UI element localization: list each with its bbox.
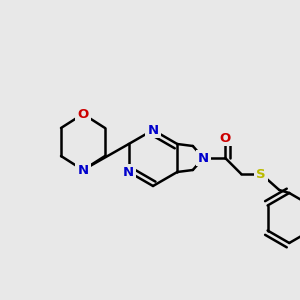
Text: O: O [220, 131, 231, 145]
Text: O: O [77, 107, 88, 121]
Text: S: S [256, 167, 266, 181]
Text: N: N [77, 164, 88, 176]
Text: N: N [198, 152, 209, 164]
Text: N: N [123, 166, 134, 178]
Text: N: N [147, 124, 159, 136]
